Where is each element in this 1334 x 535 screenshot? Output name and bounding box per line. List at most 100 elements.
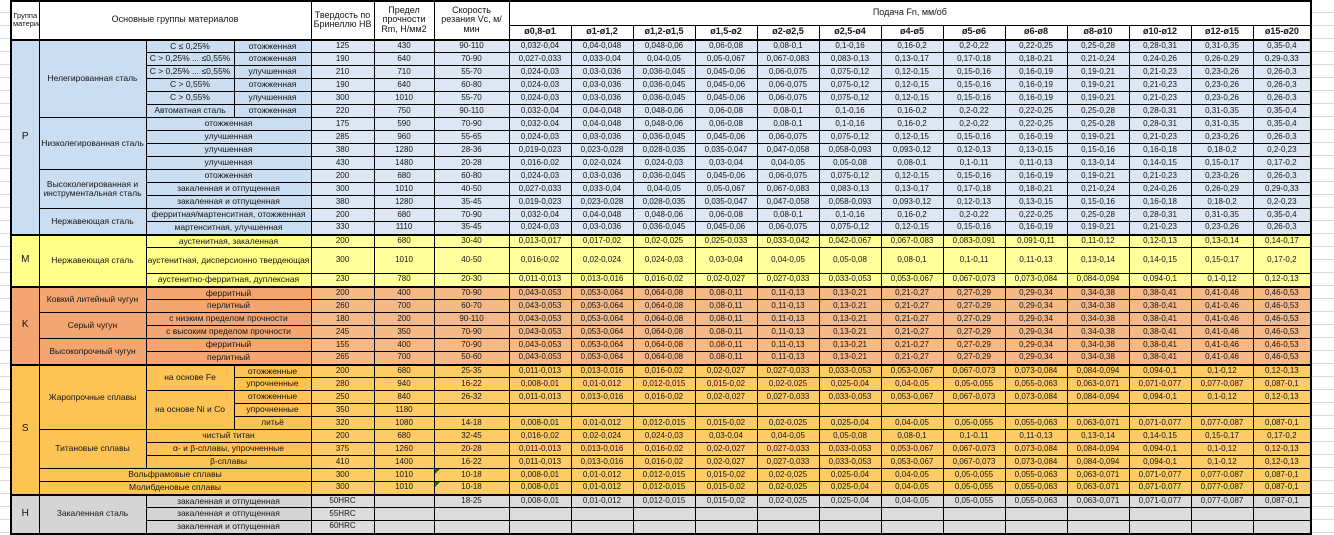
feed-cell[interactable]: 0,04-0,05 — [632, 52, 696, 66]
col-header-diameter[interactable]: ø5-ø6 — [942, 24, 1006, 40]
feed-cell[interactable]: 0,12-0,15 — [880, 91, 944, 105]
feed-cell[interactable]: 0,024-0,03 — [508, 169, 572, 183]
feed-cell[interactable]: 0,02-0,027 — [694, 442, 758, 456]
hardness-cell[interactable]: 190 — [310, 78, 375, 92]
state-cell[interactable]: улучшенная — [233, 91, 312, 105]
strength-cell[interactable]: 680 — [373, 429, 435, 443]
speed-cell[interactable]: 16-22 — [433, 377, 510, 391]
strength-cell[interactable]: 1110 — [373, 221, 435, 235]
strength-cell[interactable]: 780 — [373, 273, 435, 287]
feed-cell[interactable]: 0,043-0,053 — [508, 312, 572, 326]
feed-cell[interactable]: 0,055-0,063 — [1004, 481, 1068, 495]
feed-cell[interactable]: 0,46-0,53 — [1252, 325, 1312, 339]
feed-cell[interactable]: 0,11-0,13 — [756, 325, 820, 339]
feed-cell[interactable]: 0,28-0,31 — [1128, 39, 1192, 53]
state-cell[interactable]: закаленная и отпущенная — [145, 507, 312, 521]
feed-cell[interactable]: 0,41-0,46 — [1190, 351, 1254, 365]
feed-cell[interactable]: 0,34-0,38 — [1066, 312, 1130, 326]
feed-cell[interactable]: 0,075-0,12 — [818, 221, 882, 235]
feed-cell[interactable] — [1004, 520, 1068, 534]
feed-cell[interactable]: 0,1-0,12 — [1190, 455, 1254, 469]
feed-cell[interactable]: 0,012-0,015 — [632, 493, 696, 508]
feed-cell[interactable]: 0,26-0,29 — [1190, 182, 1254, 196]
feed-cell[interactable]: 0,073-0,084 — [1004, 390, 1068, 404]
feed-cell[interactable]: 0,15-0,16 — [942, 65, 1006, 79]
feed-cell[interactable]: 0,012-0,015 — [632, 481, 696, 495]
feed-cell[interactable]: 0,012-0,015 — [632, 468, 696, 482]
speed-cell[interactable]: 14-18 — [433, 416, 510, 430]
feed-cell[interactable]: 0,11-0,12 — [1066, 233, 1130, 248]
state-cell[interactable]: закаленная и отпущенная — [145, 520, 312, 534]
state-cell[interactable]: отожженная — [145, 169, 312, 183]
feed-cell[interactable]: 0,12-0,13 — [1252, 442, 1312, 456]
feed-cell[interactable]: 0,008-0,01 — [508, 468, 572, 482]
col-header-strength[interactable]: Предел прочности Rm, Н/мм2 — [373, 0, 435, 40]
feed-cell[interactable]: 0,024-0,03 — [508, 78, 572, 92]
feed-cell[interactable]: 0,035-0,047 — [694, 143, 758, 157]
feed-cell[interactable]: 0,23-0,26 — [1190, 65, 1254, 79]
feed-cell[interactable]: 0,033-0,053 — [818, 363, 882, 378]
speed-cell[interactable]: 20-28 — [433, 156, 510, 170]
feed-cell[interactable]: 0,25-0,28 — [1066, 104, 1130, 118]
speed-cell[interactable]: 55-70 — [433, 91, 510, 105]
feed-cell[interactable]: 0,08-0,11 — [694, 312, 758, 326]
feed-cell[interactable] — [880, 403, 944, 417]
feed-cell[interactable]: 0,053-0,067 — [880, 363, 944, 378]
feed-cell[interactable]: 0,04-0,048 — [570, 39, 634, 53]
feed-cell[interactable]: 0,03-0,036 — [570, 78, 634, 92]
feed-cell[interactable]: 0,025-0,033 — [694, 233, 758, 248]
feed-cell[interactable]: 0,053-0,064 — [570, 312, 634, 326]
feed-cell[interactable]: 0,14-0,15 — [1128, 429, 1192, 443]
strength-cell[interactable] — [373, 493, 435, 508]
feed-cell[interactable]: 0,1-0,11 — [942, 429, 1006, 443]
feed-cell[interactable]: 0,06-0,075 — [756, 221, 820, 235]
feed-cell[interactable]: 0,015-0,02 — [694, 493, 758, 508]
feed-cell[interactable]: 0,31-0,35 — [1190, 208, 1254, 222]
feed-cell[interactable]: 0,033-0,042 — [756, 233, 820, 248]
feed-cell[interactable]: 0,013-0,016 — [570, 390, 634, 404]
feed-cell[interactable]: 0,15-0,16 — [1066, 143, 1130, 157]
feed-cell[interactable]: 0,11-0,13 — [1004, 429, 1068, 443]
feed-cell[interactable]: 0,15-0,16 — [1066, 195, 1130, 209]
col-header-diameter[interactable]: ø2,5-ø4 — [818, 24, 882, 40]
speed-cell[interactable] — [433, 507, 510, 521]
feed-cell[interactable]: 0,084-0,094 — [1066, 390, 1130, 404]
feed-cell[interactable]: 0,05-0,08 — [818, 429, 882, 443]
feed-cell[interactable]: 0,043-0,053 — [508, 351, 572, 365]
feed-cell[interactable]: 0,19-0,21 — [1066, 91, 1130, 105]
feed-cell[interactable]: 0,19-0,21 — [1066, 221, 1130, 235]
state-cell[interactable]: закаленная и отпущенная — [145, 182, 312, 196]
feed-cell[interactable]: 0,016-0,02 — [508, 247, 572, 274]
feed-cell[interactable]: 0,036-0,045 — [632, 65, 696, 79]
state-cell[interactable]: отожженная — [233, 39, 312, 53]
state-cell[interactable]: с низким пределом прочности — [145, 312, 312, 326]
feed-cell[interactable]: 0,04-0,048 — [570, 104, 634, 118]
feed-cell[interactable]: 0,036-0,045 — [632, 91, 696, 105]
feed-cell[interactable]: 0,027-0,033 — [756, 273, 820, 287]
feed-cell[interactable]: 0,1-0,12 — [1190, 273, 1254, 287]
feed-cell[interactable]: 0,16-0,2 — [880, 208, 944, 222]
feed-cell[interactable]: 0,46-0,53 — [1252, 312, 1312, 326]
feed-cell[interactable]: 0,41-0,46 — [1190, 312, 1254, 326]
col-header-diameter[interactable]: ø1-ø1,2 — [570, 24, 634, 40]
hardness-cell[interactable]: 155 — [310, 338, 375, 352]
feed-cell[interactable]: 0,024-0,03 — [632, 429, 696, 443]
feed-cell[interactable]: 0,26-0,3 — [1252, 91, 1312, 105]
speed-cell[interactable]: 10-18 — [433, 481, 510, 495]
state-cell[interactable]: аустенитная, дисперсионно твердеющая — [145, 247, 312, 274]
feed-cell[interactable]: 0,093-0,12 — [880, 143, 944, 157]
hardness-cell[interactable]: 50HRC — [310, 493, 375, 508]
feed-cell[interactable]: 0,02-0,025 — [756, 377, 820, 391]
col-header-materials[interactable]: Основные группы материалов — [38, 0, 312, 40]
feed-cell[interactable]: 0,1-0,16 — [818, 104, 882, 118]
feed-cell[interactable]: 0,26-0,3 — [1252, 169, 1312, 183]
speed-cell[interactable]: 70-90 — [433, 208, 510, 222]
feed-cell[interactable]: 0,048-0,06 — [632, 208, 696, 222]
feed-cell[interactable]: 0,043-0,053 — [508, 325, 572, 339]
feed-cell[interactable]: 0,21-0,27 — [880, 338, 944, 352]
feed-cell[interactable]: 0,05-0,067 — [694, 182, 758, 196]
feed-cell[interactable]: 0,13-0,14 — [1066, 247, 1130, 274]
feed-cell[interactable]: 0,055-0,063 — [1004, 493, 1068, 508]
state-cell[interactable]: отожженная — [233, 78, 312, 92]
material-cell[interactable]: Высоколегированная и инструментальная ст… — [38, 169, 147, 209]
